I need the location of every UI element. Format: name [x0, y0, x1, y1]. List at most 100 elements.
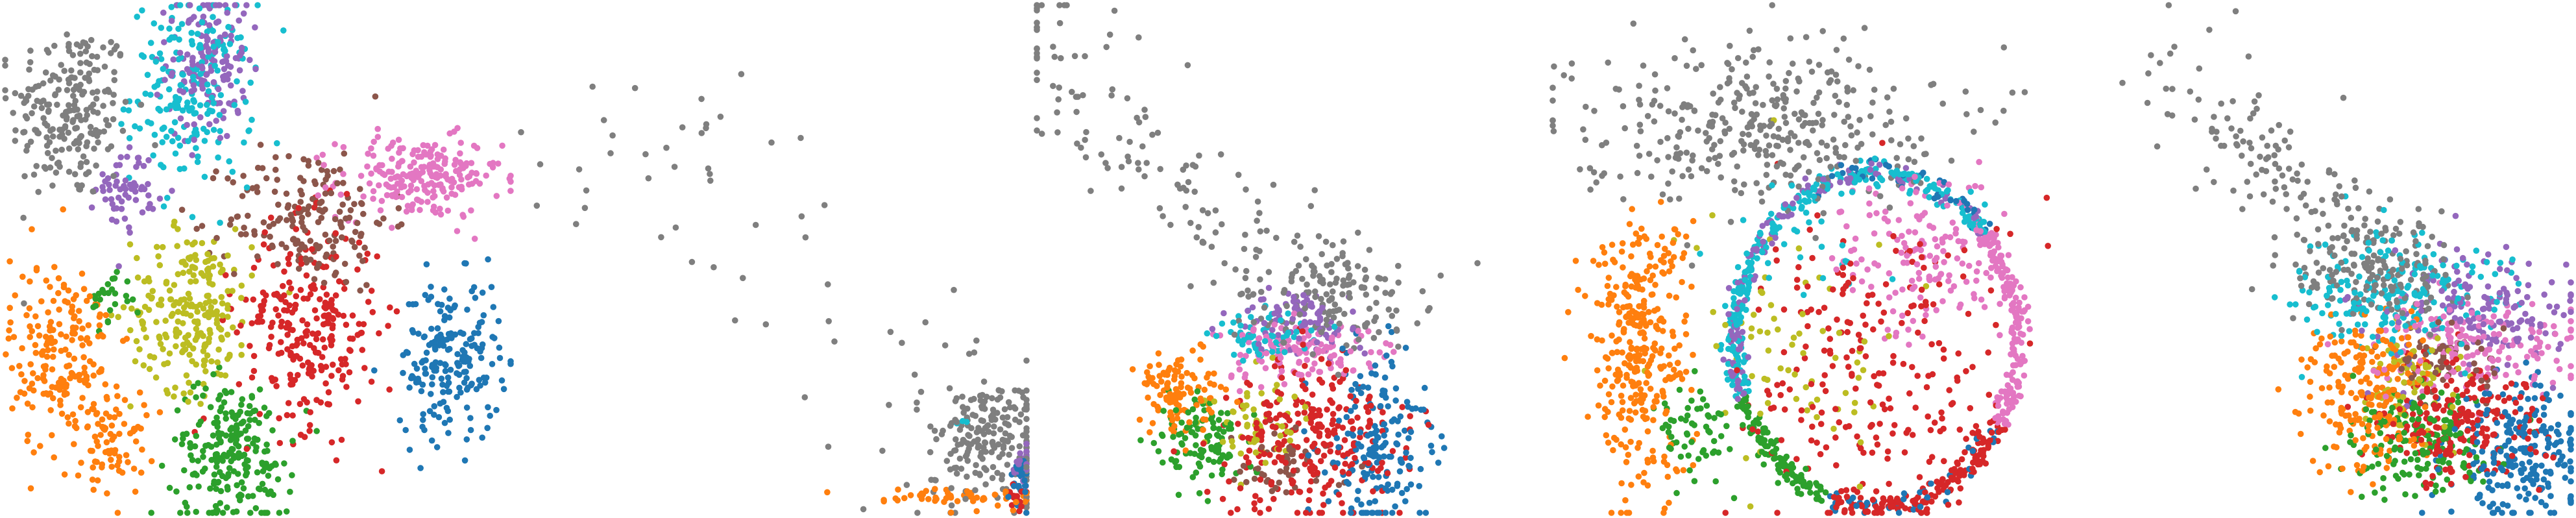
scatter-point	[202, 443, 209, 449]
scatter-point	[422, 187, 428, 193]
scatter-point	[1679, 173, 1686, 180]
scatter-point	[324, 168, 330, 175]
scatter-point	[448, 184, 455, 191]
scatter-point	[479, 290, 486, 296]
scatter-point	[175, 56, 182, 63]
scatter-point	[389, 225, 395, 231]
scatter-point	[113, 383, 120, 390]
scatter-point	[475, 330, 481, 336]
scatter-point	[95, 443, 101, 449]
scatter-point	[178, 206, 186, 214]
scatter-point	[1650, 345, 1657, 351]
scatter-point	[1243, 478, 1250, 486]
scatter-point	[1352, 454, 1358, 462]
scatter-point	[1583, 103, 1589, 110]
scatter-point	[1610, 447, 1616, 454]
scatter-point	[289, 343, 296, 350]
scatter-point	[298, 260, 305, 267]
scatter-point	[195, 458, 202, 464]
scatter-point	[66, 41, 72, 47]
scatter-point	[395, 205, 402, 212]
scatter-point	[322, 299, 329, 306]
scatter-point	[1008, 434, 1015, 440]
scatter-point	[307, 256, 314, 263]
scatter-point	[971, 349, 978, 356]
scatter-point	[1288, 274, 1295, 281]
scatter-point	[1239, 402, 1246, 409]
scatter-point	[1987, 287, 1995, 294]
scatter-point	[1294, 444, 1301, 450]
scatter-point	[1302, 510, 1309, 516]
scatter-point	[255, 313, 261, 320]
scatter-point	[977, 392, 984, 399]
scatter-point	[1343, 367, 1350, 374]
scatter-point	[427, 170, 433, 177]
scatter-point	[1204, 330, 1211, 337]
scatter-point	[194, 31, 201, 37]
scatter-point	[1269, 327, 1276, 333]
scatter-point	[221, 58, 228, 64]
scatter-point	[445, 380, 452, 386]
scatter-point	[218, 293, 225, 301]
scatter-point	[88, 130, 94, 136]
scatter-point	[134, 14, 140, 20]
scatter-point	[1136, 119, 1143, 126]
scatter-point	[962, 495, 969, 502]
scatter-point	[1879, 401, 1886, 408]
scatter-point	[456, 384, 463, 391]
scatter-point	[419, 359, 425, 366]
scatter-point	[1258, 288, 1265, 295]
scatter-point	[1193, 234, 1200, 241]
scatter-point	[30, 449, 37, 456]
scatter-point	[440, 146, 447, 153]
scatter-point	[183, 310, 189, 317]
scatter-point	[947, 423, 954, 429]
scatter-point	[34, 375, 41, 382]
scatter-point	[990, 430, 997, 437]
scatter-point	[295, 204, 302, 212]
scatter-point	[217, 392, 224, 399]
scatter-point	[1323, 291, 1330, 298]
scatter-point	[223, 452, 230, 460]
scatter-point	[174, 243, 181, 249]
scatter-point	[1246, 447, 1253, 454]
scatter-point	[323, 251, 330, 258]
scatter-point	[284, 307, 291, 314]
scatter-point	[1023, 482, 1029, 489]
scatter-point	[99, 171, 106, 178]
scatter-point	[1171, 448, 1177, 455]
scatter-point	[437, 205, 443, 212]
scatter-point	[199, 223, 206, 229]
scatter-point	[1381, 391, 1388, 397]
scatter-point	[95, 139, 101, 146]
scatter-point	[421, 333, 428, 340]
scatter-point	[1301, 409, 1308, 416]
scatter-point	[71, 171, 79, 178]
scatter-point	[211, 471, 218, 478]
scatter-point	[1781, 406, 1788, 413]
scatter-point	[321, 344, 328, 351]
scatter-point	[1272, 363, 1278, 369]
scatter-point	[309, 246, 315, 253]
scatter-point	[1832, 354, 1839, 362]
scatter-point	[91, 433, 99, 440]
scatter-point	[140, 321, 146, 328]
scatter-point	[1875, 382, 1882, 389]
scatter-point	[217, 500, 224, 506]
scatter-point	[961, 438, 968, 445]
scatter-point	[1853, 385, 1859, 392]
scatter-point	[1063, 2, 1070, 8]
scatter-point	[467, 415, 474, 421]
scatter-point	[238, 44, 245, 51]
scatter-point	[47, 284, 53, 290]
scatter-point	[1357, 429, 1364, 436]
scatter-point	[969, 412, 976, 418]
scatter-point	[2019, 352, 2026, 360]
scatter-point	[84, 112, 90, 119]
scatter-point	[1344, 430, 1352, 437]
scatter-point	[438, 375, 445, 382]
scatter-point	[156, 409, 164, 415]
scatter-point	[1013, 499, 1019, 506]
scatter-point	[80, 286, 88, 293]
scatter-point	[1729, 66, 1735, 73]
